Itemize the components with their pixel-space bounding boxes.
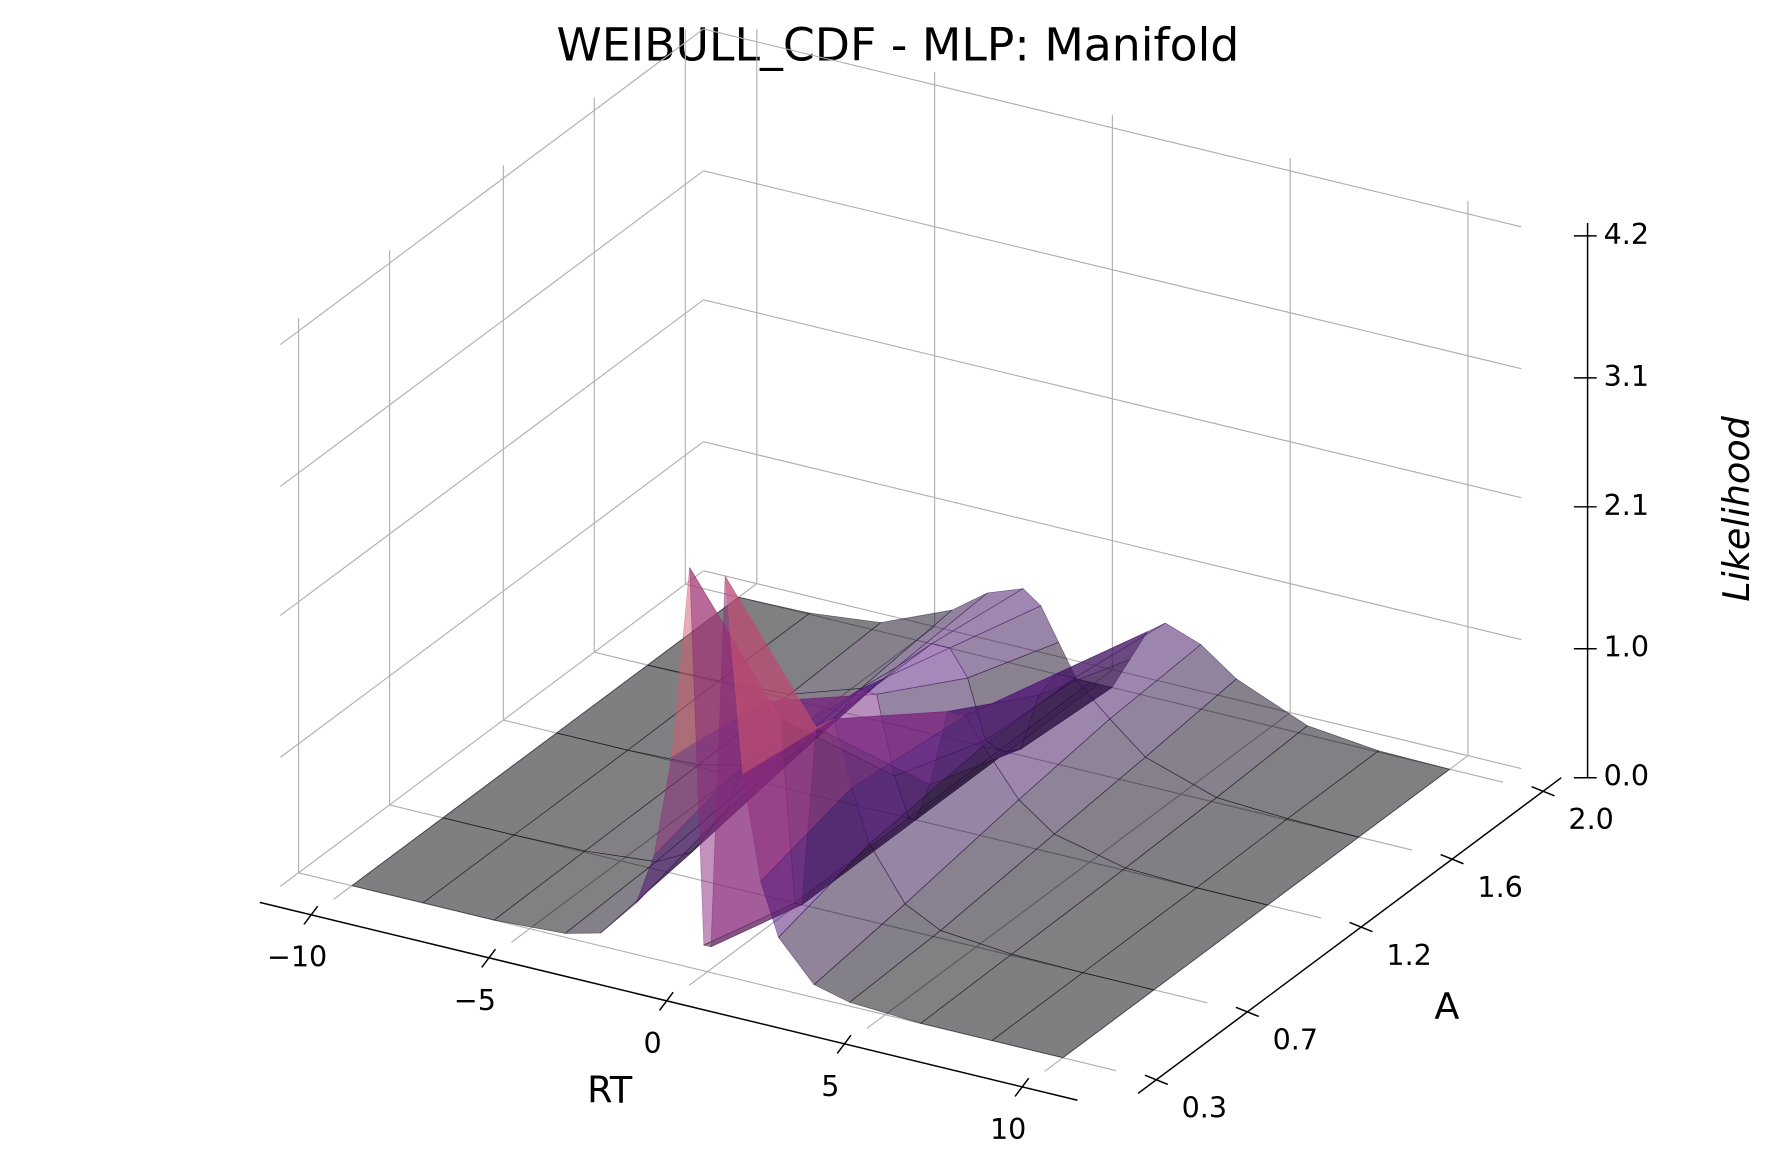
x-axis-line	[259, 901, 1078, 1101]
y-tick	[1349, 921, 1373, 933]
grid-line	[279, 28, 704, 346]
grid-line	[279, 170, 704, 487]
x-tick	[1014, 1077, 1030, 1097]
y-tick	[1440, 853, 1464, 865]
z-tick-label: 2.1	[1604, 488, 1649, 522]
x-tick-label: 5	[821, 1069, 839, 1103]
x-tick	[303, 905, 319, 925]
y-tick	[1235, 1006, 1260, 1018]
y-tick	[1144, 1074, 1169, 1086]
grid-line	[279, 570, 704, 887]
y-tick-label: 0.7	[1273, 1023, 1318, 1057]
x-tick-label: 10	[990, 1112, 1026, 1146]
x-tick	[836, 1034, 852, 1054]
y-tick	[1531, 786, 1555, 797]
z-axis-label: Likelihood	[1715, 415, 1758, 601]
z-tick-label: 4.2	[1604, 217, 1649, 251]
x-tick-label: 0	[644, 1026, 662, 1060]
y-tick-label: 0.3	[1182, 1091, 1227, 1125]
x-axis-label: RT	[587, 1069, 633, 1112]
y-tick-label: 1.2	[1386, 938, 1431, 972]
y-tick-label: 1.6	[1477, 870, 1522, 904]
chart-title: WEIBULL_CDF - MLP: Manifold	[557, 19, 1240, 72]
y-axis-label: A	[1434, 985, 1459, 1028]
grid-line	[703, 299, 1522, 499]
grid-line	[703, 28, 1522, 228]
surface-patch	[991, 972, 1155, 1059]
x-tick-label: −10	[267, 940, 327, 974]
x-tick-label: −5	[454, 983, 496, 1017]
z-tick-label: 3.1	[1604, 359, 1649, 393]
surface	[351, 566, 1451, 1059]
x-tick	[481, 948, 497, 968]
y-tick-label: 2.0	[1568, 802, 1613, 836]
grid-line	[279, 299, 704, 616]
grid-line	[703, 170, 1522, 370]
grid-line	[279, 441, 704, 758]
z-tick-label: 0.0	[1604, 759, 1649, 793]
grid-line	[703, 441, 1522, 641]
z-tick-label: 1.0	[1604, 630, 1649, 664]
y-axis-line	[1137, 777, 1562, 1094]
x-tick	[658, 991, 674, 1011]
